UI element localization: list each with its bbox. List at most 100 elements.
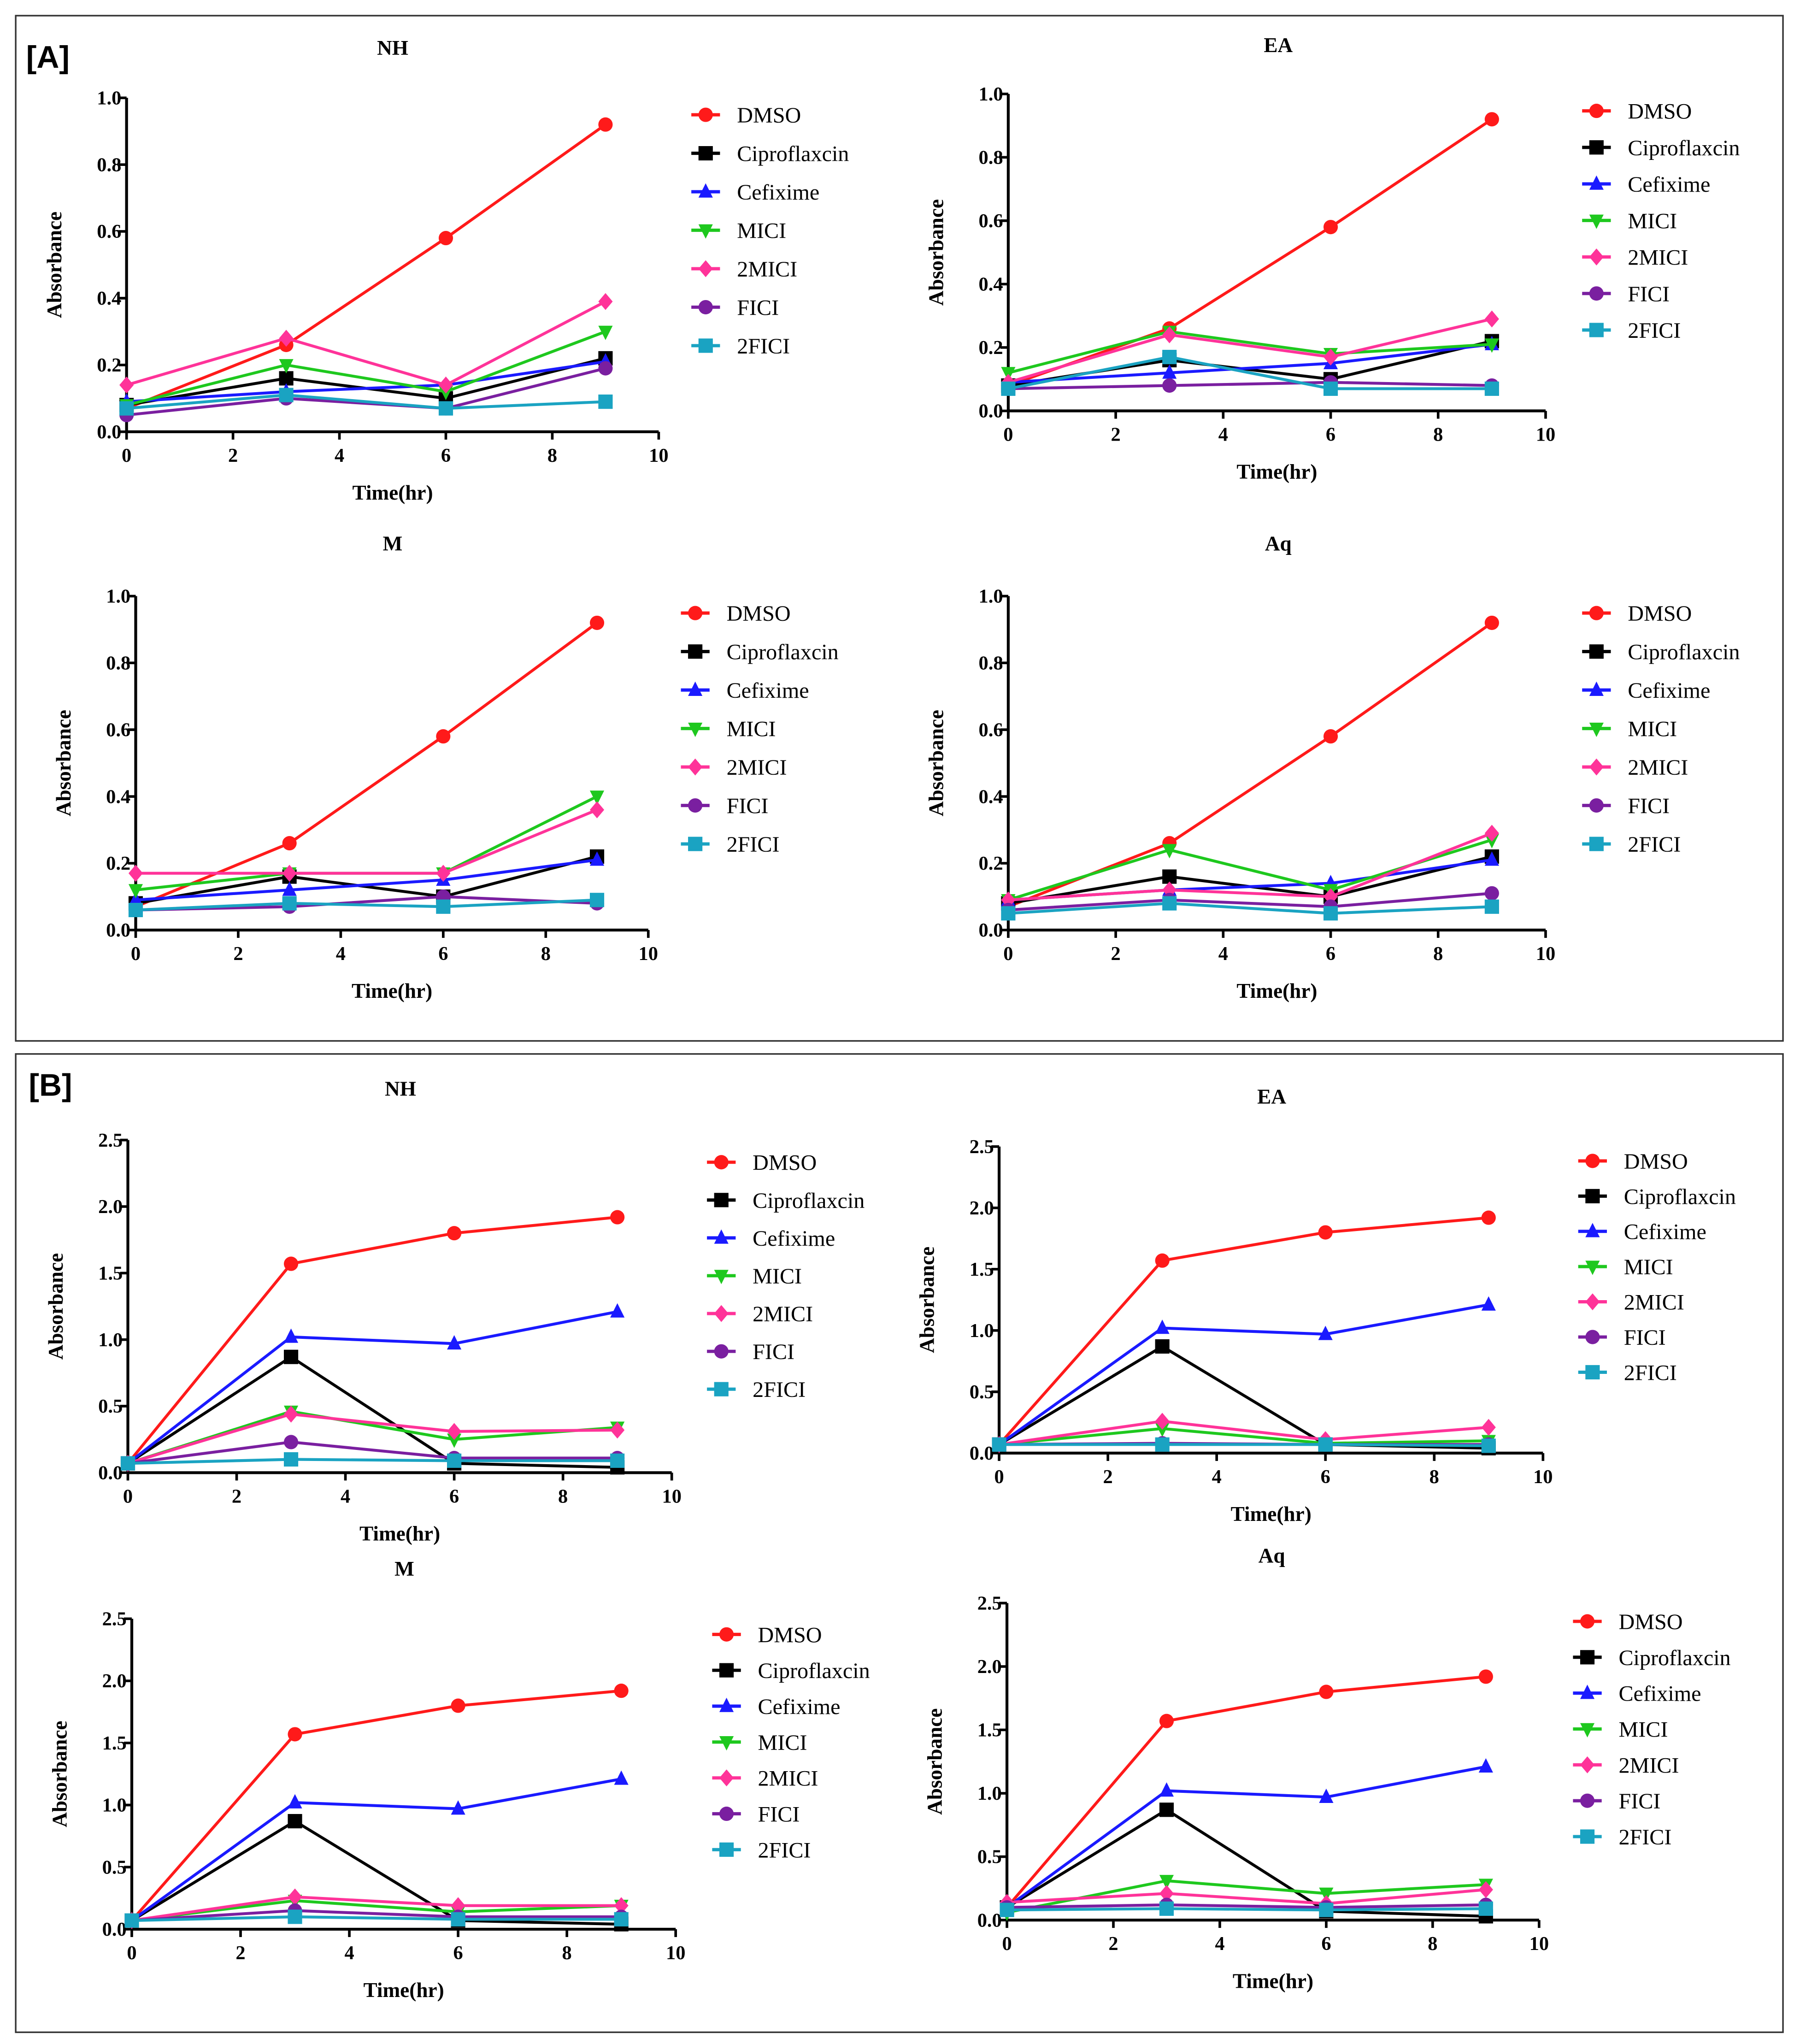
legend-circle-icon: [714, 1344, 729, 1359]
legend-item-ciproflaxcin: Ciproflaxcin: [691, 142, 849, 166]
y-tick-label: 0.8: [97, 154, 121, 176]
data-point: [1159, 1782, 1174, 1797]
series-line: [135, 621, 598, 908]
data-point: [436, 865, 451, 882]
legend-label: MICI: [753, 1264, 802, 1289]
data-point: [447, 1226, 462, 1241]
data-point: [279, 371, 294, 386]
y-axis-label: Absorbance: [43, 212, 66, 318]
x-tick-label: 6: [449, 1485, 459, 1507]
data-point: [1319, 1685, 1334, 1699]
data-point: [1159, 1875, 1174, 1890]
legend-circle-icon: [688, 798, 703, 813]
data-point: [438, 231, 453, 246]
data-point: [1323, 220, 1338, 235]
legend-item-dmso: DMSO: [1582, 601, 1692, 626]
x-axis-label: Time(hr): [1233, 1969, 1313, 1992]
y-tick-label: 1.0: [979, 83, 1003, 105]
series-line: [127, 1355, 618, 1469]
data-point: [614, 1912, 629, 1926]
legend-label: DMSO: [737, 103, 801, 128]
legend-label: 2FICI: [1624, 1361, 1677, 1385]
legend-diamond-icon: [1589, 758, 1604, 776]
data-point: [447, 1423, 462, 1440]
series-2mici: [124, 1888, 629, 1929]
legend-square-icon: [1589, 140, 1604, 155]
x-tick-label: 4: [344, 1942, 354, 1964]
legend-item-2mici: 2MICI: [1578, 1290, 1684, 1315]
x-tick-label: 2: [228, 445, 238, 466]
legend-item-2mici: 2MICI: [681, 755, 787, 780]
data-point: [598, 325, 613, 340]
legend-item-mici: MICI: [1582, 717, 1677, 742]
data-point: [598, 361, 613, 376]
series-line: [135, 895, 597, 912]
legend-item-ciproflaxcin: Ciproflaxcin: [681, 640, 839, 665]
legend-item-2mici: 2MICI: [712, 1767, 818, 1791]
y-tick-label: 0.6: [979, 210, 1003, 232]
legend-item-2mici: 2MICI: [707, 1302, 813, 1326]
series-line: [1006, 1888, 1486, 1905]
chart-title: M: [383, 532, 403, 555]
legend-triangle-up-icon: [1589, 175, 1604, 190]
data-point: [119, 401, 134, 416]
legend-triangle-up-icon: [688, 681, 703, 696]
series-line: [135, 808, 598, 875]
series-line: [131, 1899, 622, 1922]
y-tick-label: 0.2: [979, 853, 1003, 874]
x-tick-label: 2: [232, 1485, 241, 1507]
legend-square-icon: [714, 1193, 729, 1208]
chart-a-ea: EA 0 2 4 6 8 10 0.0 0.2 0.4 0.6 0.8 1.0 Time(hr) Absor…: [924, 34, 1740, 483]
data-point: [124, 1913, 139, 1928]
data-point: [1484, 615, 1499, 630]
data-point: [451, 1800, 465, 1815]
data-point: [1162, 350, 1177, 365]
panel-a-label: [A]: [26, 40, 70, 75]
series-line: [999, 1427, 1489, 1446]
data-point: [1481, 1419, 1496, 1436]
legend-square-icon: [719, 1663, 734, 1678]
legend-label: 2MICI: [1628, 755, 1688, 780]
legend-diamond-icon: [714, 1305, 729, 1322]
legend-diamond-icon: [1580, 1756, 1595, 1773]
legend-square-icon: [688, 836, 703, 851]
chart-a-m: M 0 2 4 6 8 10 0.0 0.2 0.4 0.6 0.8 1.0 Time(hr) Absorb…: [52, 532, 839, 1002]
data-point: [1484, 825, 1499, 842]
series-cefixime: [1000, 1758, 1493, 1914]
legend-square-icon: [1580, 1829, 1595, 1844]
data-point: [128, 891, 143, 906]
x-tick-label: 2: [1111, 424, 1121, 446]
legend-label: 2MICI: [753, 1302, 813, 1326]
legend-diamond-icon: [698, 260, 713, 277]
legend-item-2fici: 2FICI: [707, 1378, 806, 1402]
legend-label: MICI: [1628, 717, 1677, 742]
series-line: [127, 1410, 618, 1465]
series-line: [999, 1420, 1489, 1446]
y-tick-label: 1.0: [97, 87, 121, 109]
data-point: [1155, 1422, 1170, 1437]
legend-label: FICI: [1628, 282, 1670, 306]
y-tick-label: 0.0: [102, 1919, 127, 1940]
legend-label: MICI: [1624, 1255, 1673, 1279]
legend-item-2fici: 2FICI: [1582, 318, 1681, 343]
y-tick-label: 1.0: [102, 1795, 127, 1816]
data-point: [288, 1909, 302, 1924]
y-axis-label: Absorbance: [924, 710, 947, 816]
legend-triangle-up-icon: [714, 1229, 729, 1244]
data-point: [1481, 1296, 1496, 1311]
series-line: [998, 1216, 1489, 1446]
y-tick-label: 0.5: [102, 1856, 127, 1878]
series-line: [1007, 1907, 1486, 1912]
legend-label: 2FICI: [1628, 832, 1681, 857]
data-point: [288, 1888, 302, 1906]
legend-item-2fici: 2FICI: [691, 334, 790, 359]
x-tick-label: 4: [1212, 1466, 1222, 1488]
legend-circle-icon: [714, 1155, 729, 1170]
legend-item-mici: MICI: [691, 219, 786, 243]
legend-label: Cefixime: [1628, 678, 1710, 703]
series-2fici: [124, 1909, 629, 1928]
y-tick-label: 0.0: [97, 421, 121, 443]
legend-item-mici: MICI: [712, 1731, 807, 1755]
data-point: [589, 893, 605, 907]
series-line: [126, 393, 606, 410]
